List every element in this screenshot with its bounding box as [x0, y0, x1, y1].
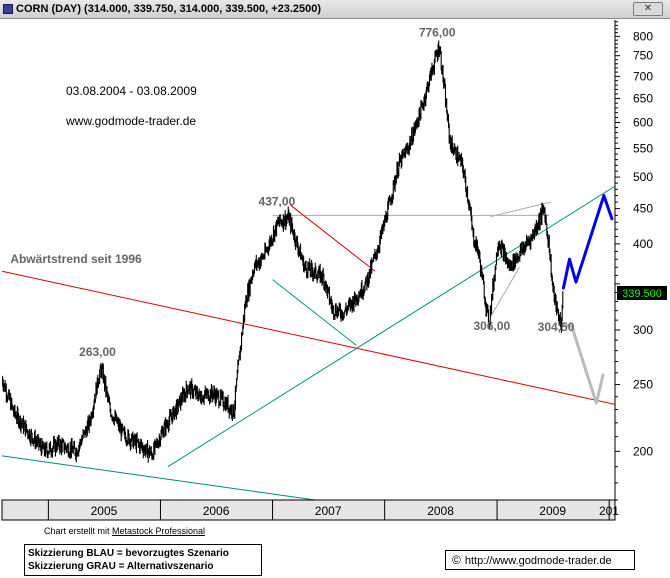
price-label: 304,50 [538, 320, 575, 334]
y-tick-label: 250 [633, 378, 653, 392]
metastock-link[interactable]: Metastock Professional [112, 526, 206, 536]
window-titlebar: CORN (DAY) (314.000, 339.750, 314.000, 3… [0, 0, 670, 19]
price-label: 437,00 [259, 194, 296, 208]
legend-gray-line: Skizzierung GRAU = Alternativszenario [28, 561, 214, 572]
copyright-icon: © [452, 553, 461, 567]
axes [1, 20, 616, 521]
y-tick-label: 750 [633, 49, 653, 63]
copyright-url[interactable]: http://www.godmode-trader.de [464, 555, 612, 567]
chart-window-icon [3, 4, 13, 14]
window-close-button[interactable]: ✕ [633, 2, 663, 16]
trend-line-long-term-support [2, 455, 319, 500]
y-tick-label: 450 [633, 202, 653, 216]
trend-line-wedge-lower [489, 266, 520, 318]
close-icon: ✕ [643, 3, 653, 14]
chart-credit: Chart erstellt mit Metastock Professiona… [44, 526, 205, 536]
chart-annotations: 03.08.2004 - 03.08.2009 www.godmode-trad… [10, 25, 574, 359]
x-tick-label: 2009 [539, 504, 566, 518]
y-axis-ticks: 200 250 300 400 450 500 550 600 650 700 750 800 [615, 21, 653, 501]
credit-prefix: Chart erstellt mit [44, 526, 113, 536]
scenario-alternative [561, 323, 605, 405]
legend-blue-line: Skizzierung BLAU = bevorzugtes Szenario [28, 548, 229, 559]
y-tick-label: 700 [633, 69, 653, 83]
last-price-label: 339.500 [622, 288, 662, 300]
x-tick-label: 201 [599, 504, 619, 518]
price-bars [2, 40, 564, 463]
y-tick-label: 550 [633, 142, 653, 156]
trend-line-wedge-upper [490, 201, 551, 218]
trend-lines [2, 185, 615, 500]
copyright-box: © http://www.godmode-trader.de [445, 550, 635, 570]
trend-line-downtrend-since-1996 [2, 270, 615, 405]
window-title: CORN (DAY) (314.000, 339.750, 314.000, 3… [16, 3, 322, 15]
trend-label: Abwärtstrend seit 1996 [10, 252, 142, 266]
last-price-marker: 339.500 [617, 285, 667, 300]
scenario-legend: Skizzierung BLAU = bevorzugtes Szenario … [24, 544, 262, 576]
x-axis-ticks: 2005 2006 2007 2008 2009 201 [47, 500, 619, 520]
x-tick-label: 2008 [427, 504, 454, 518]
scenario-preferred [561, 194, 614, 290]
price-chart: 03.08.2004 - 03.08.2009 www.godmode-trad… [1, 20, 667, 521]
y-tick-label: 600 [633, 115, 653, 129]
y-tick-label: 500 [633, 170, 653, 184]
y-tick-label: 800 [633, 29, 653, 43]
x-tick-label: 2005 [91, 504, 118, 518]
price-label: 776,00 [419, 25, 456, 39]
price-label: 306,00 [473, 319, 510, 333]
trend-line-channel-upper [290, 204, 376, 272]
x-tick-label: 2007 [315, 504, 342, 518]
price-label: 263,00 [79, 345, 116, 359]
y-tick-label: 300 [633, 323, 653, 337]
date-range-label: 03.08.2004 - 03.08.2009 [66, 84, 197, 98]
source-label: www.godmode-trader.de [65, 114, 196, 128]
y-tick-label: 650 [633, 92, 653, 106]
x-axis-band [1, 499, 616, 521]
scenario-sketches [561, 194, 614, 405]
y-tick-label: 400 [633, 237, 653, 251]
trend-line-uptrend-support [167, 185, 615, 468]
trend-line-channel-lower [272, 279, 357, 346]
y-tick-label: 200 [633, 444, 653, 458]
x-tick-label: 2006 [203, 504, 230, 518]
last-price-box [617, 285, 667, 300]
